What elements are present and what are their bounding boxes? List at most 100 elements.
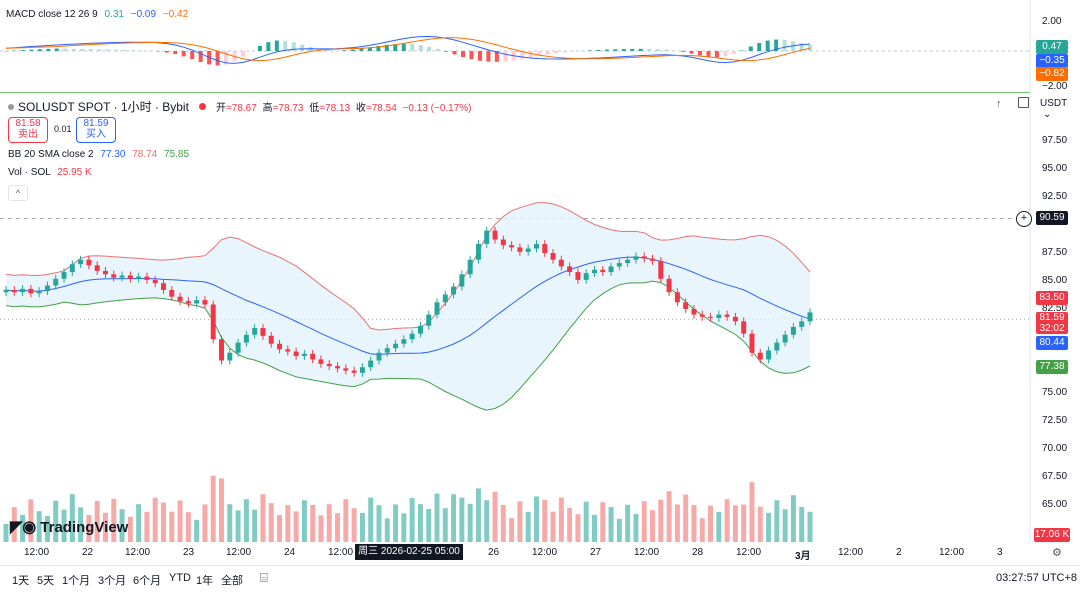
volume-bar bbox=[285, 505, 290, 542]
macd-histogram-bar bbox=[241, 51, 245, 57]
volume-bar bbox=[360, 513, 365, 542]
range-button[interactable]: 6个月 bbox=[133, 572, 161, 588]
volume-legend[interactable]: Vol · SOL 25.95 K bbox=[8, 167, 92, 178]
macd-axis-top: 2.00 bbox=[1042, 16, 1061, 27]
volume-bar bbox=[609, 507, 614, 542]
macd-histogram-bar bbox=[706, 51, 710, 57]
range-button[interactable]: 1天 bbox=[12, 572, 29, 588]
close-value: =78.54 bbox=[366, 103, 397, 114]
time-axis-label: 12:00 bbox=[634, 547, 659, 558]
volume-bar bbox=[758, 507, 763, 542]
macd-title: MACD close 12 26 9 bbox=[6, 9, 98, 20]
range-button[interactable]: 1年 bbox=[196, 572, 213, 588]
macd-histogram-bar bbox=[139, 50, 143, 51]
volume-bar bbox=[393, 504, 398, 542]
macd-histogram-bar bbox=[419, 45, 423, 51]
volume-bar bbox=[468, 504, 473, 542]
macd-histogram-bar bbox=[334, 50, 338, 51]
tradingview-logo[interactable]: ◤◉ TradingView bbox=[10, 517, 128, 537]
candle-body bbox=[766, 350, 771, 359]
volume-bar bbox=[501, 505, 506, 542]
settings-gear-icon[interactable]: ⚙ bbox=[1052, 546, 1062, 559]
time-axis-label: 3月 bbox=[795, 547, 811, 562]
date-range-calendar-icon[interactable]: ⌸ bbox=[260, 570, 268, 586]
macd-histogram-bar bbox=[461, 51, 465, 57]
add-alert-icon[interactable]: + bbox=[1016, 211, 1032, 227]
volume-bar bbox=[186, 512, 191, 542]
time-axis-label: 22 bbox=[82, 547, 93, 558]
candle-body bbox=[352, 371, 357, 373]
crosshair-time-tag: 周三 2026-02-25 05:00 bbox=[355, 544, 463, 560]
range-button[interactable]: YTD bbox=[169, 572, 191, 584]
macd-histogram-bar bbox=[114, 50, 118, 51]
macd-histogram-bar bbox=[740, 50, 744, 51]
tradingview-icon: ◤◉ bbox=[10, 517, 36, 537]
candle-body bbox=[236, 343, 241, 353]
candle-body bbox=[252, 328, 257, 335]
symbol-title[interactable]: SOLUSDT SPOT · 1小时 · Bybit bbox=[18, 98, 189, 115]
sell-button[interactable]: 81.58 卖出 bbox=[8, 117, 48, 143]
macd-histogram-bar bbox=[165, 51, 169, 53]
range-button[interactable]: 全部 bbox=[221, 572, 243, 588]
time-axis-label: 28 bbox=[692, 547, 703, 558]
volume-bar bbox=[658, 500, 663, 542]
candle-body bbox=[144, 277, 149, 280]
maximize-icon[interactable] bbox=[1018, 97, 1029, 108]
candle-body bbox=[302, 354, 307, 356]
macd-histogram-bar bbox=[647, 49, 651, 51]
candle-body bbox=[774, 343, 779, 351]
macd-histogram-bar bbox=[596, 50, 600, 51]
volume-bar bbox=[327, 504, 332, 542]
macd-histogram-bar bbox=[343, 50, 347, 51]
volume-bar bbox=[493, 492, 498, 542]
volume-bar bbox=[153, 498, 158, 542]
currency-select[interactable]: USDT ⌄ bbox=[1040, 98, 1080, 120]
volume-bar bbox=[136, 504, 141, 542]
candle-body bbox=[509, 245, 514, 247]
volume-bar bbox=[509, 518, 514, 542]
candle-body bbox=[418, 326, 423, 334]
bb-upper-tag: 83.50 bbox=[1036, 291, 1068, 305]
volume-bar bbox=[559, 498, 564, 542]
macd-histogram-bar bbox=[351, 50, 355, 51]
candle-body bbox=[617, 263, 622, 266]
buy-button[interactable]: 81.59 买入 bbox=[76, 117, 116, 143]
close-label: 收 bbox=[356, 103, 366, 114]
volume-bar bbox=[144, 512, 149, 542]
range-button[interactable]: 3个月 bbox=[98, 572, 126, 588]
macd-histogram-bar bbox=[4, 51, 8, 52]
volume-bar bbox=[128, 517, 133, 542]
bb-legend[interactable]: BB 20 SMA close 2 77.30 78.74 75.85 bbox=[8, 149, 189, 160]
scale-up-icon[interactable]: ↑ bbox=[996, 98, 1002, 110]
price-axis-label: 70.00 bbox=[1042, 443, 1067, 454]
candle-body bbox=[808, 312, 813, 321]
change-value: −0.13 (−0.17%) bbox=[403, 103, 472, 114]
volume-tag: 17.06 K bbox=[1034, 528, 1070, 542]
macd-axis-bottom: −2.00 bbox=[1042, 81, 1067, 92]
volume-bar bbox=[700, 518, 705, 542]
collapse-legend-icon[interactable]: ^ bbox=[8, 185, 28, 201]
volume-bar bbox=[551, 512, 556, 542]
volume-bar bbox=[435, 494, 440, 542]
candle-body bbox=[178, 297, 183, 301]
time-axis-label: 12:00 bbox=[125, 547, 150, 558]
volume-bar bbox=[451, 494, 456, 542]
volume-bar bbox=[683, 495, 688, 542]
candle-body bbox=[4, 290, 9, 292]
price-axis-label: 85.00 bbox=[1042, 275, 1067, 286]
macd-histogram-bar bbox=[613, 49, 617, 51]
last-price: 81.59 bbox=[1036, 312, 1068, 323]
range-button[interactable]: 1个月 bbox=[62, 572, 90, 588]
time-axis-label: 12:00 bbox=[736, 547, 761, 558]
candle-body bbox=[443, 294, 448, 302]
time-axis-label: 24 bbox=[284, 547, 295, 558]
time-axis-label: 3 bbox=[997, 547, 1003, 558]
candle-body bbox=[377, 353, 382, 361]
volume-bar bbox=[352, 508, 357, 542]
macd-histogram-bar bbox=[46, 49, 50, 51]
range-button[interactable]: 5天 bbox=[37, 572, 54, 588]
volume-bar bbox=[476, 488, 481, 542]
clock[interactable]: 03:27:57 UTC+8 bbox=[996, 572, 1077, 584]
macd-histogram-bar bbox=[478, 51, 482, 61]
candle-body bbox=[725, 315, 730, 317]
